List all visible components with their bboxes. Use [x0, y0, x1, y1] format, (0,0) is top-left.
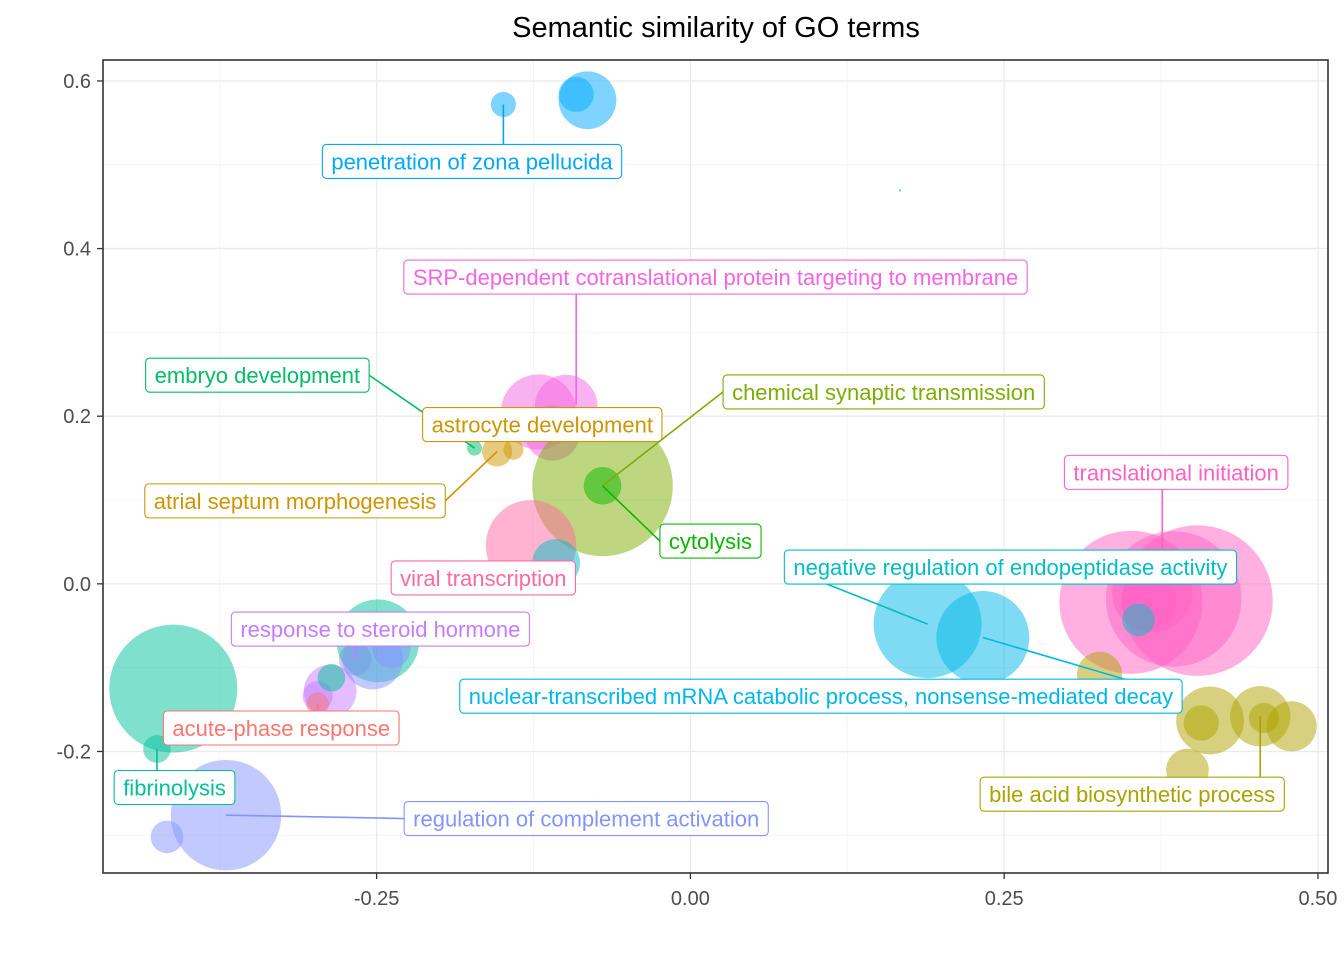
labels-layer: penetration of zona pellucida SRP-depende… [113, 104, 1289, 837]
label-box [230, 611, 530, 647]
label-box [403, 800, 769, 837]
label-group: response to steroid hormone [230, 611, 530, 660]
point-label: regulation of complement activation [413, 807, 759, 832]
label-box [1063, 454, 1289, 490]
label-box [390, 560, 576, 596]
point-label: fibrinolysis [123, 776, 226, 801]
label-box [144, 483, 446, 519]
label-group: viral transcription [390, 560, 576, 596]
point-label: cytolysis [669, 529, 752, 554]
label-box [162, 710, 400, 746]
point-label: chemical synaptic transmission [732, 380, 1035, 405]
label-group: acute-phase response [162, 703, 400, 746]
point-label: nuclear-transcribed mRNA catabolic proce… [469, 684, 1173, 709]
point-label: response to steroid hormone [240, 617, 520, 642]
y-tick-label: 0.6 [63, 71, 91, 93]
axes: -0.25 0.00 0.25 0.50 0.6 0.4 0.2 0.0 -0.2 [57, 59, 1337, 910]
label-box [722, 374, 1045, 410]
point-label: bile acid biosynthetic process [989, 782, 1275, 807]
point-label: translational initiation [1073, 460, 1278, 485]
label-group: bile acid biosynthetic process [979, 716, 1285, 812]
point-label: acute-phase response [172, 716, 390, 741]
data-point [317, 663, 346, 692]
y-tick-label: 0.4 [63, 239, 91, 261]
chart-title: Semantic similarity of GO terms [512, 12, 920, 44]
point-label: astrocyte development [432, 413, 653, 438]
label-group: chemical synaptic transmission [602, 374, 1045, 487]
data-point [150, 820, 184, 854]
label-group: negative regulation of endopeptidase act… [783, 549, 1238, 625]
data-point [1248, 702, 1280, 734]
point-label: SRP-dependent cotranslational protein ta… [413, 265, 1018, 290]
x-tick-label: 0.00 [671, 888, 710, 910]
data-point [503, 439, 524, 460]
label-leader-line [444, 450, 498, 502]
grid-lines [103, 60, 1328, 873]
label-group: regulation of complement activation [225, 800, 769, 837]
label-group: SRP-dependent cotranslational protein ta… [403, 259, 1028, 405]
label-group: fibrinolysis [113, 748, 236, 806]
label-leader-line [225, 814, 405, 820]
label-group: translational initiation [1063, 454, 1289, 586]
label-box [321, 143, 623, 179]
label-group: nuclear-transcribed mRNA catabolic proce… [459, 636, 1183, 714]
label-box [113, 769, 236, 806]
y-tick-label: -0.2 [57, 741, 91, 763]
data-point [1266, 701, 1317, 752]
data-point [558, 76, 594, 112]
label-group: cytolysis [601, 485, 762, 559]
label-leader-line [602, 391, 724, 487]
panel-border [102, 59, 1329, 874]
point-label: penetration of zona pellucida [331, 149, 613, 174]
label-box [459, 678, 1183, 714]
point-label: embryo development [155, 363, 360, 388]
x-tick-label: 0.25 [985, 888, 1024, 910]
y-tick-label: 0.0 [63, 574, 91, 596]
point-label: negative regulation of endopeptidase act… [793, 555, 1227, 580]
label-box [403, 259, 1028, 295]
label-group: astrocyte development [422, 407, 663, 443]
label-box [145, 357, 370, 393]
label-group: embryo development [145, 357, 475, 449]
label-box [659, 523, 762, 559]
label-group: penetration of zona pellucida [321, 104, 623, 179]
y-tick-label: 0.2 [63, 406, 91, 428]
data-point [1183, 705, 1219, 741]
label-box [783, 549, 1238, 585]
x-tick-label: -0.25 [354, 888, 400, 910]
data-point [1122, 603, 1155, 637]
label-leader-line [601, 485, 661, 542]
label-box [422, 407, 663, 443]
label-box [979, 776, 1285, 812]
x-tick-label: 0.50 [1298, 888, 1337, 910]
point-label: viral transcription [400, 566, 566, 591]
point-label: atrial septum morphogenesis [154, 489, 436, 514]
label-group: atrial septum morphogenesis [144, 450, 498, 519]
